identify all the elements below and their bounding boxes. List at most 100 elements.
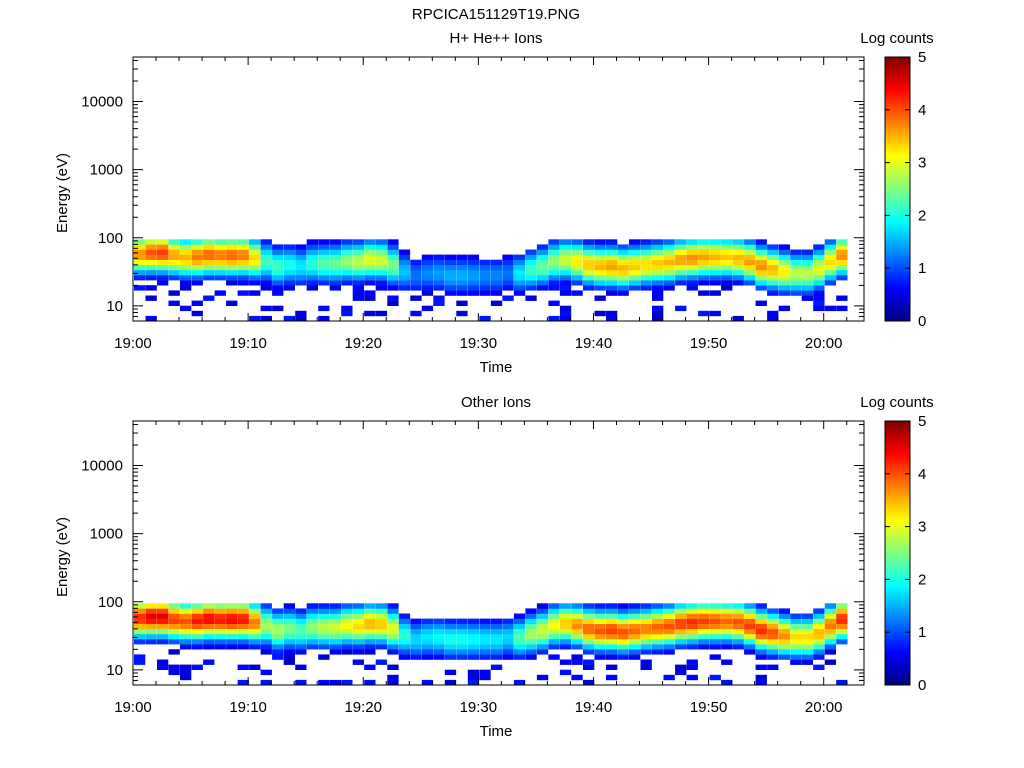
heatmap-cell (237, 259, 249, 266)
heatmap-cell (801, 290, 813, 296)
heatmap-cell (283, 628, 295, 635)
heatmap-cell (744, 628, 756, 635)
heatmap-cell (767, 285, 779, 291)
heatmap-cell (559, 603, 572, 609)
heatmap-cell (790, 628, 802, 635)
heatmap-cell (675, 249, 687, 255)
heatmap-cell (525, 623, 537, 630)
heatmap-cell (260, 649, 272, 655)
heatmap-cell (559, 264, 572, 271)
heatmap-cell (513, 679, 526, 686)
heatmap-cell (398, 649, 411, 655)
heatmap-cell (732, 244, 744, 250)
heatmap-cell (755, 633, 767, 640)
heatmap-cell (456, 649, 468, 655)
heatmap-cell (652, 239, 664, 245)
heatmap-cell (272, 654, 284, 660)
heatmap-cell (433, 623, 445, 630)
heatmap-cell (698, 639, 710, 645)
heatmap-cell (145, 295, 157, 301)
heatmap-cell (329, 254, 341, 260)
heatmap-cell (755, 249, 767, 255)
heatmap-cell (675, 623, 687, 630)
heatmap-cell (755, 280, 767, 286)
heatmap-cell (456, 644, 468, 650)
heatmap-cell (525, 628, 537, 635)
heatmap-cell (813, 275, 825, 281)
heatmap-cell (260, 644, 272, 650)
heatmap-cell (341, 623, 353, 630)
heatmap-cell (134, 264, 146, 271)
x-tick-label: 19:10 (229, 699, 267, 716)
heatmap-cell (559, 633, 572, 640)
heatmap-cell (444, 654, 457, 660)
heatmap-cell (606, 264, 618, 271)
heatmap-cell (249, 628, 261, 635)
heatmap-cell (778, 290, 790, 296)
heatmap-cell (479, 639, 491, 645)
heatmap-cell (191, 264, 203, 271)
heatmap-cell (536, 249, 549, 255)
heatmap-cell (502, 628, 514, 635)
heatmap-cell (698, 633, 710, 640)
heatmap-cell (525, 280, 537, 286)
heatmap-cell (295, 275, 307, 281)
colorbar-tick-label: 1 (918, 260, 926, 277)
heatmap-cell (652, 285, 664, 291)
heatmap-cell (295, 310, 307, 317)
heatmap-cell (180, 249, 192, 255)
heatmap-cell (767, 275, 779, 281)
heatmap-cell (836, 623, 848, 630)
heatmap-cell (594, 295, 606, 301)
heatmap-cell (744, 639, 756, 645)
heatmap-cell (617, 613, 629, 619)
heatmap-cell (364, 628, 376, 635)
heatmap-cell (134, 249, 146, 255)
heatmap-cell (410, 644, 422, 650)
heatmap-cell (260, 618, 272, 624)
heatmap-cell (180, 608, 192, 614)
heatmap-cell (698, 644, 710, 650)
heatmap-cell (295, 608, 307, 614)
heatmap-cell (559, 244, 572, 250)
heatmap-cell (548, 628, 560, 635)
heatmap-cell (663, 259, 675, 266)
heatmap-cell (306, 254, 318, 260)
heatmap-cell (260, 315, 272, 322)
heatmap-cell (456, 628, 468, 635)
heatmap-cell (203, 639, 215, 645)
heatmap-cell (571, 269, 583, 276)
heatmap-cell (571, 628, 583, 635)
heatmap-cell (398, 639, 411, 645)
heatmap-cell (387, 613, 399, 619)
heatmap-cell (801, 249, 813, 255)
heatmap-cell (548, 644, 560, 650)
heatmap-cell (364, 679, 376, 686)
heatmap-cell (203, 254, 215, 260)
heatmap-cell (467, 264, 480, 271)
heatmap-cell (744, 618, 756, 624)
heatmap-cell (134, 639, 146, 645)
heatmap-cell (709, 280, 721, 286)
colorbar-tick-label: 2 (918, 571, 926, 588)
heatmap-cell (203, 259, 215, 266)
heatmap-cell (249, 633, 261, 640)
heatmap-cell (640, 664, 652, 670)
heatmap-cell (444, 644, 457, 650)
heatmap-cell (444, 285, 457, 291)
heatmap-cell (525, 633, 537, 640)
heatmap-cell (191, 613, 203, 619)
heatmap-cell (755, 259, 767, 266)
heatmap-cell (502, 649, 514, 655)
heatmap-cell (387, 633, 399, 640)
heatmap-cell (433, 644, 445, 650)
heatmap-cell (456, 618, 468, 624)
heatmap-cell (467, 623, 480, 630)
heatmap-cell (272, 249, 284, 255)
heatmap-cell (513, 613, 526, 619)
heatmap-cell (272, 244, 284, 250)
heatmap-cell (629, 239, 641, 245)
heatmap-cell (732, 618, 744, 624)
heatmap-cell (295, 259, 307, 266)
heatmap-cell (525, 254, 537, 260)
